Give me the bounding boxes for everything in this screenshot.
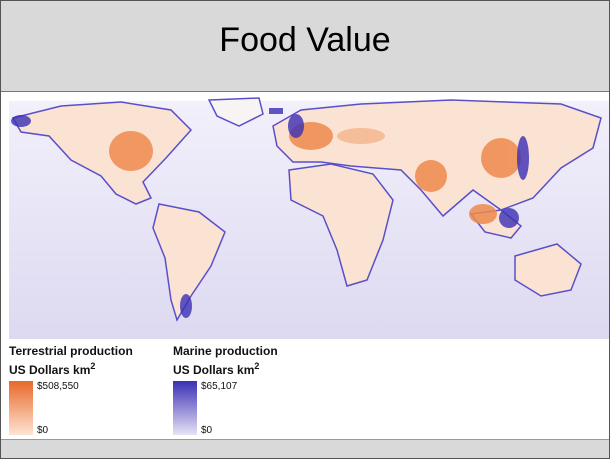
min-label: $0 (37, 425, 48, 436)
legend-title: Marine production (173, 344, 278, 358)
color-ramp (9, 381, 33, 435)
title: Food Value (1, 21, 609, 60)
content: Terrestrial production US Dollars km2 $5… (1, 92, 609, 439)
color-ramp (173, 381, 197, 435)
min-label: $0 (201, 425, 212, 436)
unit-sup: 2 (90, 361, 95, 371)
legend-title: Terrestrial production (9, 344, 133, 358)
unit-sup: 2 (254, 361, 259, 371)
max-label: $65,107 (201, 381, 237, 392)
world-map (1, 96, 609, 339)
legend-unit: US Dollars km2 (9, 361, 95, 377)
unit-text: US Dollars km (173, 363, 254, 377)
unit-text: US Dollars km (9, 363, 90, 377)
bottom-bar (1, 439, 609, 459)
page-body: {"header": {"title": "Food Value"}, "leg… (0, 0, 610, 459)
title-bar: Food Value (1, 1, 609, 92)
legend-marine: Marine production US Dollars km2 $65,107… (173, 344, 333, 439)
legend-terrestrial: Terrestrial production US Dollars km2 $5… (9, 344, 169, 439)
slide: Food Value (0, 0, 610, 459)
legend-unit: US Dollars km2 (173, 361, 259, 377)
max-label: $508,550 (37, 381, 79, 392)
